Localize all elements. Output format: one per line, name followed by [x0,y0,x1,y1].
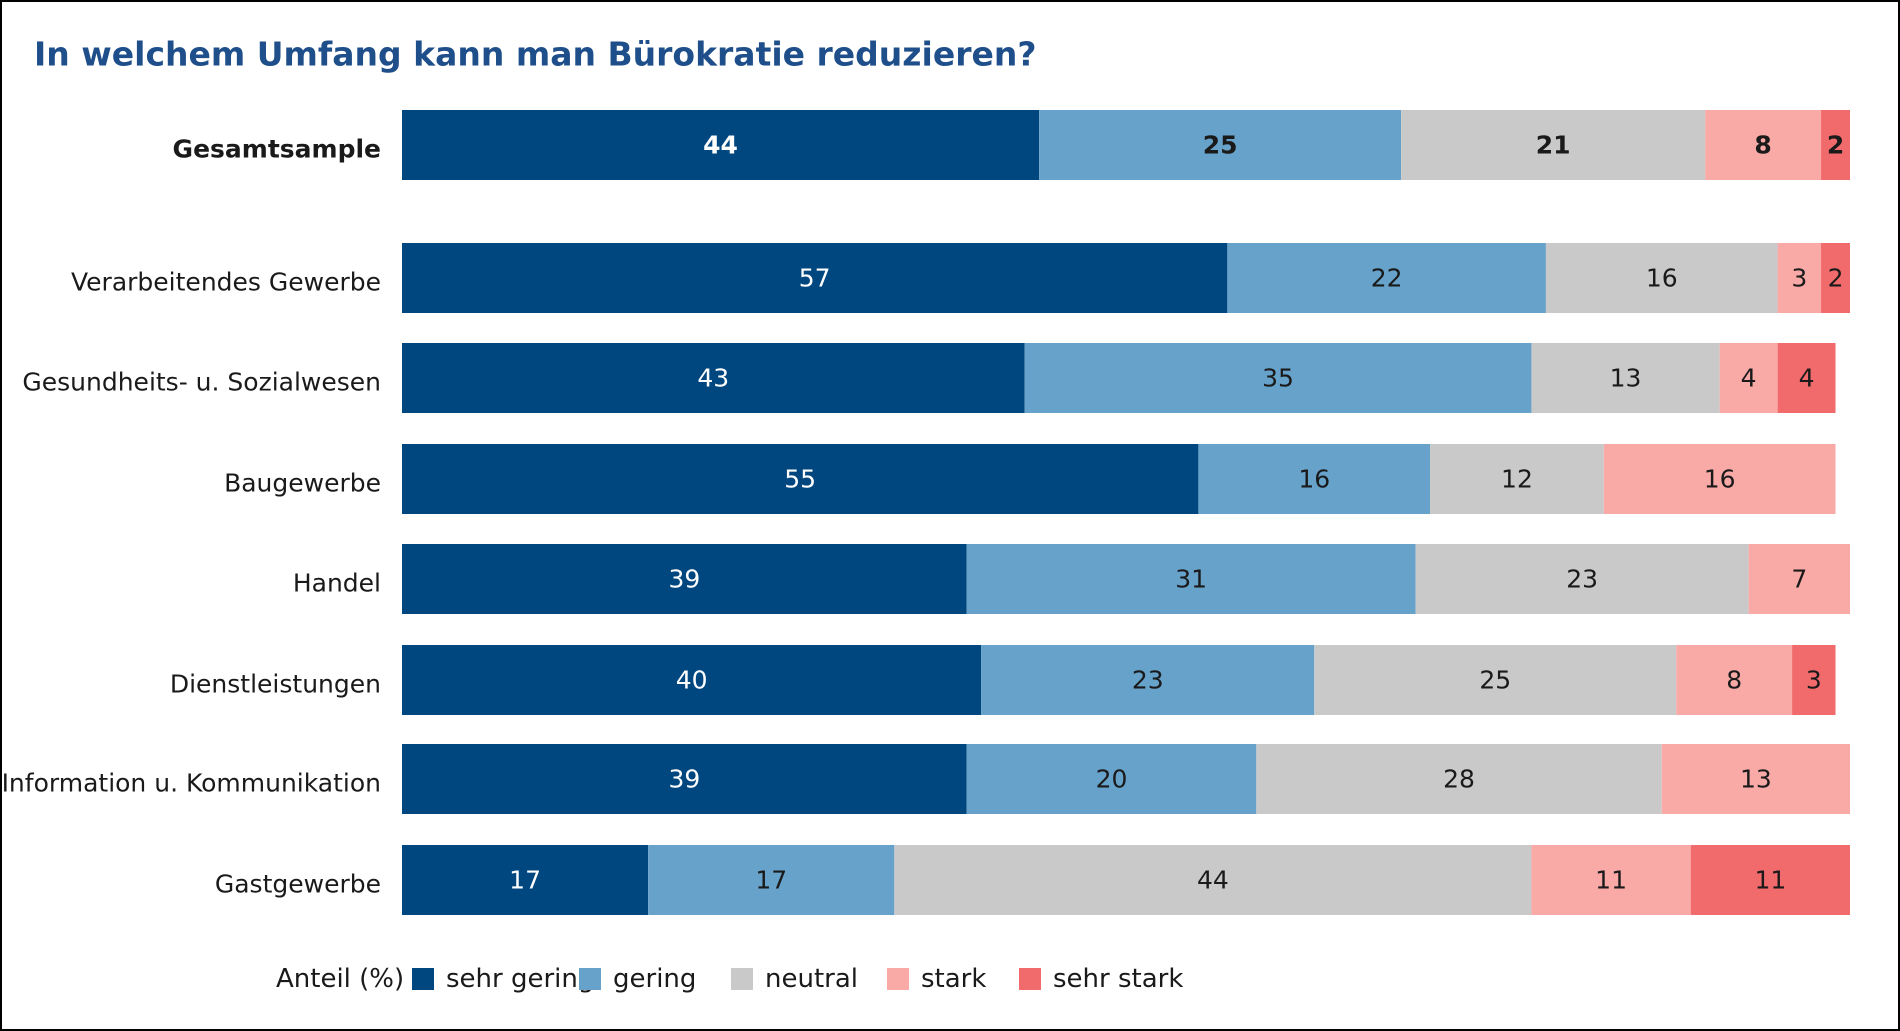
value-label: 3 [1791,264,1807,293]
bar-segment [1545,243,1778,313]
value-label: 8 [1754,131,1771,160]
value-label: 20 [1096,765,1128,794]
value-label: 40 [676,666,708,695]
bar-segment [1198,444,1431,514]
bar-segment [1603,444,1836,514]
bar-segment [402,444,1199,514]
value-label: 28 [1443,765,1475,794]
bar-segment [1676,645,1793,715]
bar-segment [402,645,982,715]
legend-swatch [731,968,753,990]
bar-segment [402,243,1228,313]
category-label: Dienstleistungen [170,670,381,699]
bar-segment [1777,243,1822,313]
bar-segment [1430,444,1604,514]
category-label: Verarbeitendes Gewerbe [71,268,381,297]
category-label: Gesamtsample [173,135,381,164]
bar-segment [894,845,1532,915]
category-label: Gesundheits- u. Sozialwesen [22,368,381,397]
value-label: 17 [509,866,541,895]
value-label: 7 [1791,565,1807,594]
legend-title: Anteil (%) [276,964,404,994]
value-label: 2 [1827,131,1844,160]
bar-segment [648,845,895,915]
legend-label: neutral [765,964,858,994]
bar-segment [1314,645,1677,715]
value-label: 16 [1646,264,1678,293]
bar-segment [1256,744,1662,814]
bar-segment [981,645,1315,715]
value-label: 23 [1566,565,1598,594]
value-label: 31 [1175,565,1207,594]
value-label: 39 [668,565,700,594]
value-label: 3 [1806,666,1822,695]
bar-segment [966,744,1257,814]
bar-segment [402,110,1040,180]
bar-segment [402,343,1025,413]
value-label: 25 [1479,666,1511,695]
category-label: Gastgewerbe [215,870,381,899]
bar-segment [1821,243,1850,313]
chart-title: In welchem Umfang kann man Bürokratie re… [34,35,1037,74]
legend-label: gering [613,964,696,994]
value-label: 4 [1799,364,1815,393]
bar-segment [1705,110,1822,180]
value-label: 16 [1704,465,1736,494]
value-label: 4 [1741,364,1757,393]
bar-segment [1531,845,1691,915]
value-label: 11 [1595,866,1627,895]
bar-segment [966,544,1416,614]
bar-segment [1690,845,1850,915]
value-label: 17 [755,866,787,895]
value-label: 21 [1536,131,1571,160]
bar-segment [1531,343,1720,413]
category-label: Information u. Kommunikation [2,769,381,798]
value-label: 57 [799,264,831,293]
bar-segment [402,544,967,614]
bar-segment [1719,343,1778,413]
bar-segment [402,744,967,814]
value-label: 35 [1262,364,1294,393]
legend-swatch [412,968,434,990]
bar-segment [1401,110,1706,180]
value-label: 44 [1197,866,1229,895]
legend-label: sehr stark [1053,964,1183,994]
bar-segment [402,845,649,915]
bar-segment [1777,343,1836,413]
legend-label: sehr gering [446,964,594,994]
bar-segment [1792,645,1836,715]
category-label: Handel [293,569,381,598]
value-label: 13 [1740,765,1772,794]
bar-segment [1415,544,1749,614]
legend-swatch [887,968,909,990]
legend-swatch [579,968,601,990]
value-label: 44 [703,131,738,160]
value-label: 25 [1203,131,1238,160]
value-label: 8 [1726,666,1742,695]
bar-segment [1661,744,1850,814]
bar-segment [1748,544,1850,614]
value-label: 16 [1298,465,1330,494]
bar-segment [1227,243,1546,313]
value-label: 11 [1754,866,1786,895]
value-label: 2 [1828,264,1844,293]
value-label: 12 [1501,465,1533,494]
bar-segment [1024,343,1532,413]
value-label: 13 [1610,364,1642,393]
value-label: 55 [784,465,816,494]
bar-segment [1821,110,1850,180]
legend-swatch [1019,968,1041,990]
category-label: Baugewerbe [224,469,381,498]
value-label: 43 [697,364,729,393]
value-label: 23 [1132,666,1164,695]
bar-segment [1039,110,1402,180]
value-label: 22 [1371,264,1403,293]
legend-label: stark [921,964,986,994]
value-label: 39 [668,765,700,794]
